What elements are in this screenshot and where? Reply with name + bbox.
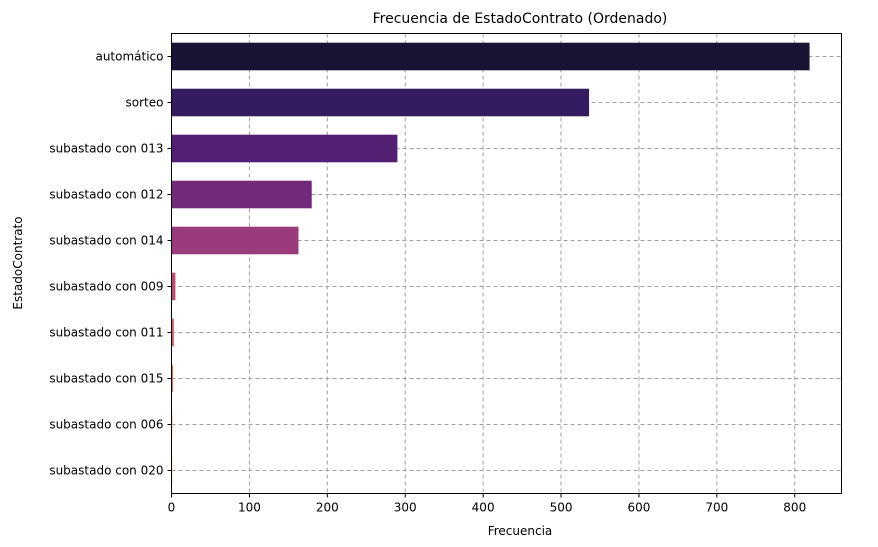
y-tick-label: subastado con 013 (49, 142, 163, 156)
bar (171, 88, 590, 117)
x-tick-label: 600 (627, 501, 650, 515)
x-axis-ticks: 0 100 200 300 400 500 600 700 800 (168, 493, 806, 515)
bar (171, 272, 176, 301)
y-tick-label: subastado con 015 (49, 372, 163, 386)
x-axis-title: Frecuencia (488, 524, 553, 538)
y-tick-label: subastado con 012 (49, 188, 163, 202)
x-tick-label: 100 (238, 501, 261, 515)
x-tick-label: 700 (705, 501, 728, 515)
bar (171, 226, 299, 255)
y-axis-title: EstadoContrato (11, 216, 25, 309)
y-axis-ticks: automático sorteo subastado con 013 subasta… (49, 50, 172, 478)
bar (171, 134, 398, 163)
x-tick-label: 800 (783, 501, 806, 515)
x-tick-label: 500 (550, 501, 573, 515)
y-tick-label: subastado con 011 (49, 326, 163, 340)
x-tick-label: 300 (394, 501, 417, 515)
x-tick-label: 0 (168, 501, 176, 515)
bar (171, 364, 174, 393)
x-tick-label: 400 (472, 501, 495, 515)
y-tick-label: subastado con 009 (49, 280, 163, 294)
x-tick-label: 200 (316, 501, 339, 515)
y-tick-label: subastado con 014 (49, 234, 163, 248)
y-tick-label: automático (95, 50, 163, 64)
bar (171, 180, 312, 209)
y-tick-label: sorteo (126, 96, 164, 110)
y-tick-label: subastado con 020 (49, 464, 163, 478)
plot-frame (171, 33, 842, 494)
chart-title: Frecuencia de EstadoContrato (Ordenado) (373, 11, 668, 27)
bar (171, 42, 810, 71)
bar (171, 318, 174, 347)
y-tick-label: subastado con 006 (49, 418, 163, 432)
bars (171, 42, 810, 485)
